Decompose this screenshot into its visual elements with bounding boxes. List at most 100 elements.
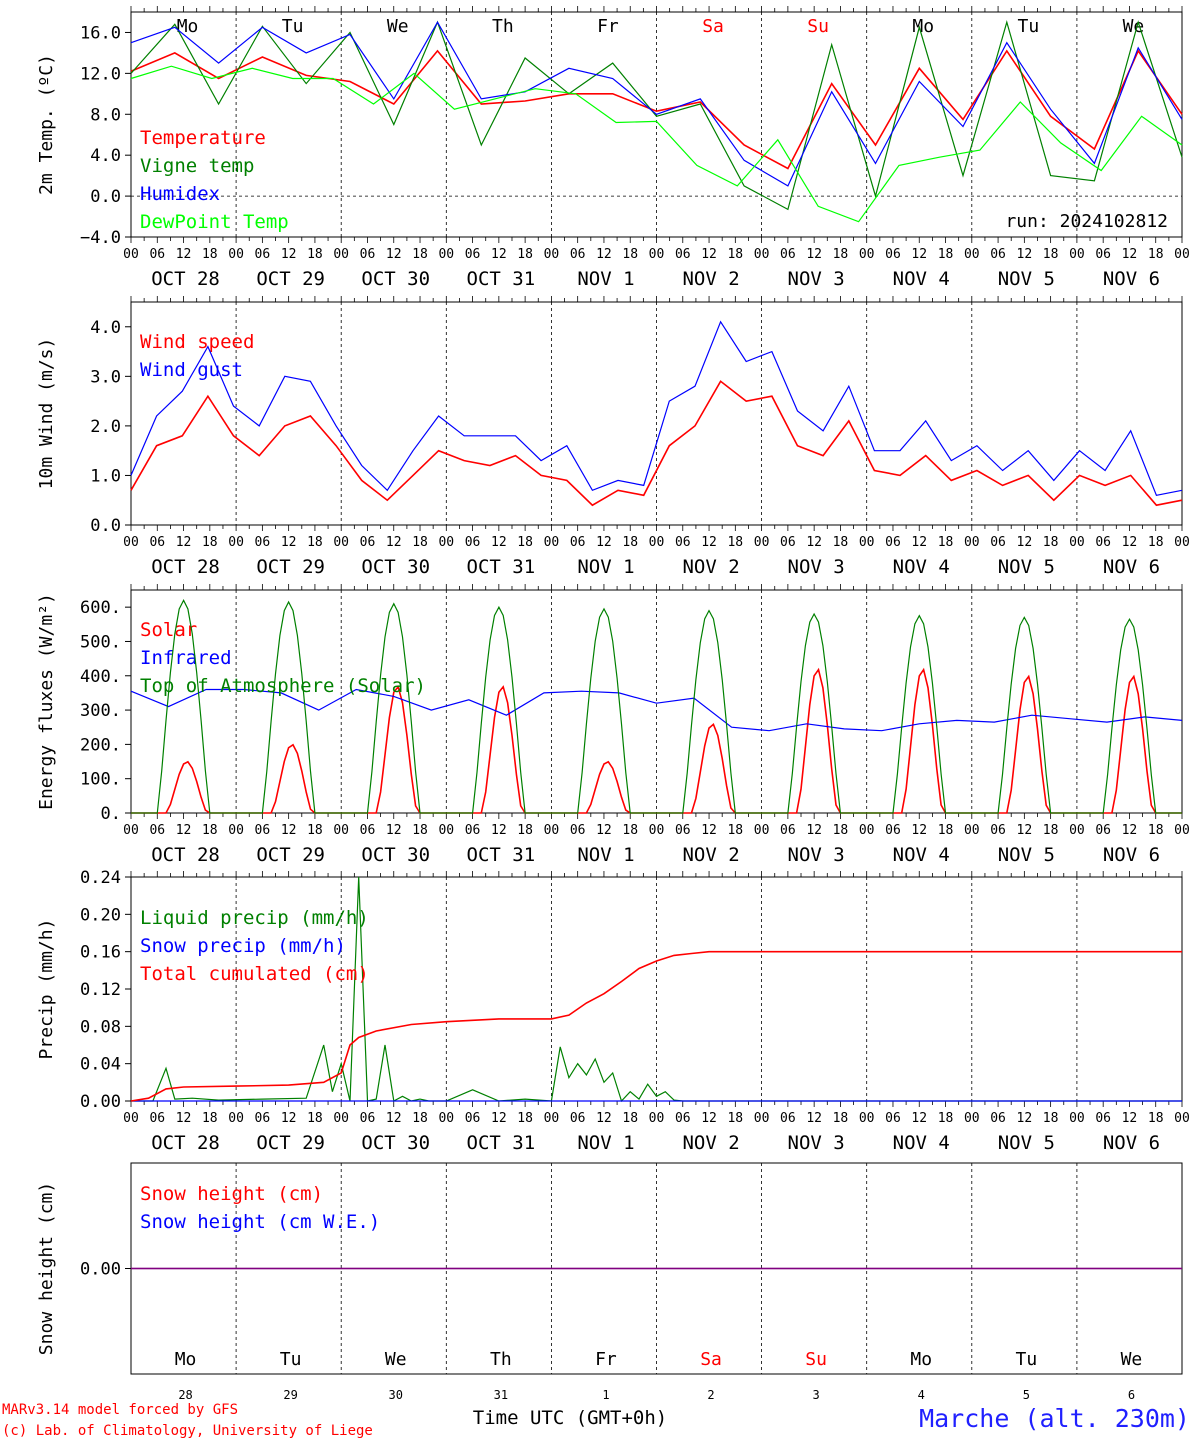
day-number-label: 31 [494,1388,508,1402]
day-number-label: 28 [178,1388,192,1402]
hour-tick-label: 18 [1148,535,1164,550]
day-abbr-label: Fr [597,16,619,37]
date-label: OCT 30 [361,844,430,866]
hour-tick-label: 12 [806,823,822,838]
hour-tick-label: 00 [123,247,139,262]
hour-tick-label: 12 [491,247,507,262]
hour-tick-label: 18 [1148,823,1164,838]
hour-tick-label: 12 [176,823,192,838]
hour-tick-label: 18 [622,823,638,838]
series-line-wind-gust [130,320,1183,496]
hour-tick-label: 00 [123,823,139,838]
hour-tick-label: 00 [649,535,665,550]
hour-tick-label: 18 [833,535,849,550]
hour-tick-label: 12 [491,1111,507,1126]
hour-tick-label: 12 [596,823,612,838]
hour-tick-label: 06 [570,247,586,262]
hour-tick-label: 18 [727,247,743,262]
hour-tick-label: 18 [202,535,218,550]
hour-tick-label: 18 [622,1111,638,1126]
date-label: OCT 31 [467,844,536,866]
hour-tick-label: 12 [596,1111,612,1126]
hour-tick-label: 12 [386,535,402,550]
y-tick-label: 4.0 [90,318,121,338]
day-abbr-label: We [1121,1349,1143,1370]
legend-entry: Vigne temp [140,155,254,177]
day-abbr-label: Su [807,16,829,37]
y-axis-label: Energy fluxes (W/m²) [36,593,57,810]
legend-entry: Temperature [140,127,266,149]
hour-tick-label: 00 [544,1111,560,1126]
hour-tick-label: 00 [649,1111,665,1126]
hour-tick-label: 06 [465,823,481,838]
hour-tick-label: 18 [622,247,638,262]
hour-tick-label: 12 [1017,247,1033,262]
hour-tick-label: 06 [990,535,1006,550]
date-label: NOV 4 [893,844,950,866]
date-label: NOV 5 [998,1132,1055,1154]
y-tick-label: −4.0 [80,228,121,248]
hour-tick-label: 06 [990,247,1006,262]
hour-tick-label: 06 [465,247,481,262]
series-line-total-cumulated-cm [130,950,1182,1102]
date-label: NOV 5 [998,268,1055,290]
hour-tick-label: 06 [675,247,691,262]
y-tick-label: 0.16 [80,943,121,963]
day-abbr-label: Mo [910,1349,932,1370]
run-label: run: 2024102812 [1005,211,1168,232]
hour-tick-label: 18 [833,1111,849,1126]
hour-tick-label: 06 [1095,247,1111,262]
legend-entry: Snow height (cm) [140,1183,323,1205]
y-tick-label: 0.24 [80,868,121,888]
hour-tick-label: 12 [176,535,192,550]
date-label: NOV 5 [998,844,1055,866]
day-number-label: 6 [1128,1388,1135,1402]
hour-tick-label: 12 [281,1111,297,1126]
hour-tick-label: 00 [438,247,454,262]
hour-tick-label: 00 [754,247,770,262]
date-label: OCT 31 [467,556,536,578]
y-tick-label: 0.20 [80,905,121,925]
hour-tick-label: 00 [544,247,560,262]
hour-tick-label: 18 [1043,1111,1059,1126]
hour-tick-label: 06 [1095,535,1111,550]
day-abbr-label: Tu [1016,1349,1038,1370]
hour-tick-label: 06 [360,247,376,262]
series-line-dewpoint-temp [130,65,1183,223]
day-number-label: 29 [283,1388,297,1402]
legend-entry: DewPoint Temp [140,211,289,233]
hour-tick-label: 12 [911,535,927,550]
legend-entry: Infrared [140,647,232,669]
hour-tick-label: 00 [859,1111,875,1126]
hour-tick-label: 00 [859,535,875,550]
date-label: NOV 1 [577,844,634,866]
y-axis-label: Precip (mm/h) [36,919,57,1060]
panel-wind: 0.0 1.0 2.0 3.0 4.0 10m Wind (m/s) 00 06 12 18 OCT… [36,296,1190,578]
hour-tick-label: 12 [701,823,717,838]
panel-frame [130,589,1183,814]
hour-tick-label: 18 [202,823,218,838]
day-number-label: 1 [602,1388,609,1402]
hour-tick-label: 18 [412,1111,428,1126]
hour-tick-label: 00 [123,1111,139,1126]
hour-tick-label: 00 [1069,535,1085,550]
day-abbr-label: Sa [702,16,724,37]
hour-tick-label: 00 [544,535,560,550]
y-tick-label: 1.0 [90,466,121,486]
hour-tick-label: 18 [938,823,954,838]
hour-tick-label: 06 [570,1111,586,1126]
y-tick-label: 8.0 [90,105,121,125]
date-label: OCT 28 [151,1132,220,1154]
date-label: OCT 28 [151,556,220,578]
y-tick-label: 3.0 [90,367,121,387]
x-axis-title: Time UTC (GMT+0h) [473,1407,667,1429]
hour-tick-label: 18 [517,823,533,838]
hour-tick-label: 00 [754,535,770,550]
date-label: OCT 30 [361,1132,430,1154]
legend-entry: Humidex [140,183,220,205]
y-tick-label: 400. [80,667,121,687]
hour-tick-label: 12 [281,247,297,262]
date-label: NOV 3 [788,556,845,578]
hour-tick-label: 00 [1174,1111,1190,1126]
hour-tick-label: 18 [307,247,323,262]
